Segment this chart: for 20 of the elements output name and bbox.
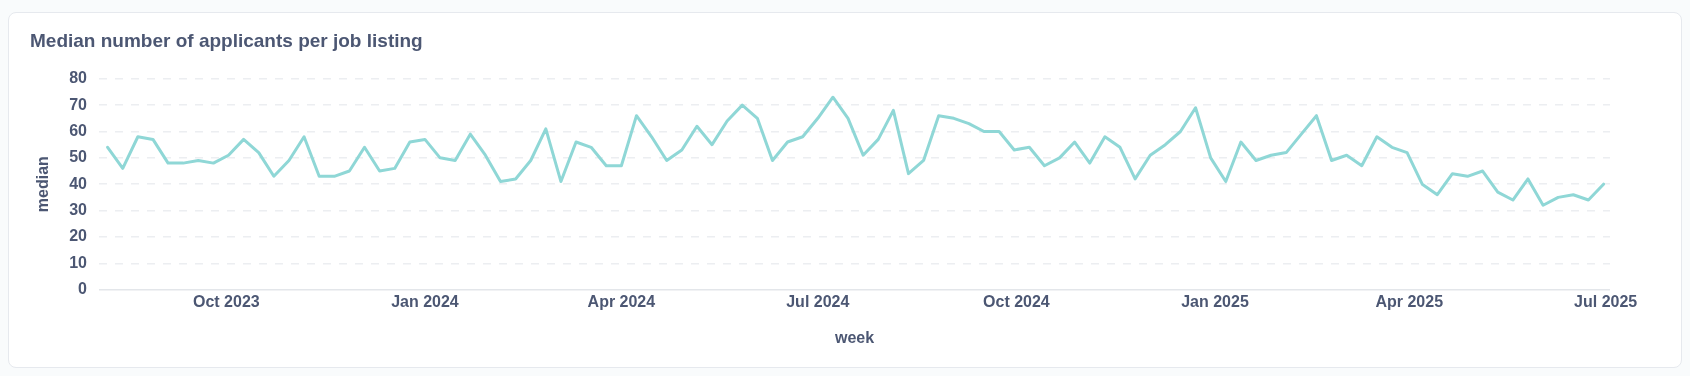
- x-tick-label: Apr 2024: [587, 292, 656, 310]
- x-tick-label: Apr 2025: [1375, 292, 1444, 310]
- y-tick-label: 10: [69, 253, 88, 271]
- y-axis-title: median: [34, 156, 52, 213]
- y-tick-label: 0: [78, 280, 88, 298]
- y-tick-label: 80: [69, 69, 88, 87]
- y-tick-label: 60: [69, 121, 88, 139]
- x-tick-label: Oct 2023: [192, 292, 260, 310]
- y-tick-label: 50: [69, 148, 88, 166]
- x-tick-label: Jan 2024: [391, 292, 459, 310]
- y-tick-label: 30: [69, 200, 88, 218]
- x-tick-label: Jul 2024: [786, 292, 850, 310]
- y-tick-label: 20: [69, 227, 88, 245]
- x-axis-title: week: [833, 328, 875, 346]
- x-tick-label: Jan 2025: [1181, 292, 1249, 310]
- x-tick-label: Oct 2024: [983, 292, 1050, 310]
- x-tick-label: Jul 2025: [1574, 292, 1638, 310]
- y-tick-label: 40: [69, 174, 88, 192]
- chart-title: Median number of applicants per job listing: [30, 29, 423, 51]
- y-tick-label: 70: [69, 95, 88, 113]
